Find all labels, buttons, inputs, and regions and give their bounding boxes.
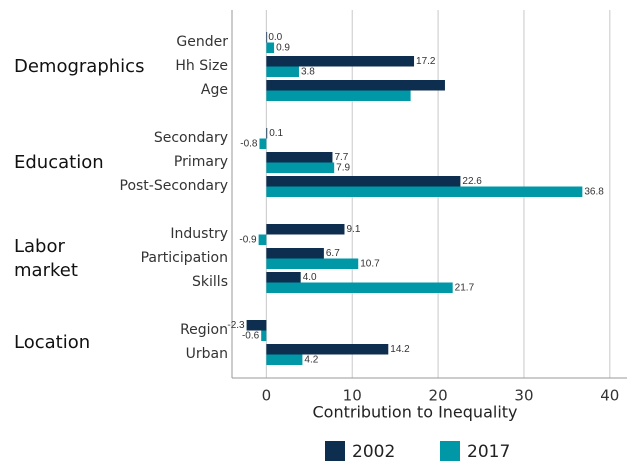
value-label: 17.2 <box>416 56 436 67</box>
value-label: 0.0 <box>268 32 282 43</box>
bar <box>266 80 445 91</box>
value-label: 0.9 <box>276 43 290 54</box>
bar <box>266 66 299 77</box>
category-label: Region <box>180 322 228 338</box>
x-tick-label: 40 <box>600 387 619 405</box>
category-label: Urban <box>186 346 228 362</box>
value-label: 9.1 <box>346 224 360 235</box>
group-label: Location <box>14 332 91 353</box>
bar <box>266 56 415 67</box>
legend-label: 2002 <box>352 442 395 462</box>
value-label: 7.9 <box>336 163 350 174</box>
group-label: Demographics <box>14 56 145 77</box>
bar <box>266 90 411 101</box>
value-label: -0.6 <box>242 331 260 342</box>
bar <box>258 234 267 245</box>
value-label: 14.2 <box>390 344 410 355</box>
bar <box>266 282 453 293</box>
bar <box>261 330 267 341</box>
category-label: Skills <box>192 274 228 290</box>
group-label: Labor market <box>14 236 78 281</box>
bar <box>266 248 324 259</box>
x-axis-label: Contribution to Inequality <box>312 403 517 422</box>
bar <box>266 32 268 43</box>
category-label: Age <box>201 82 228 98</box>
value-label: 22.6 <box>462 176 482 187</box>
category-label: Primary <box>174 154 228 170</box>
value-label: -2.3 <box>227 320 245 331</box>
bar <box>266 272 301 283</box>
bar <box>259 138 267 149</box>
legend-swatch <box>440 441 460 461</box>
bar <box>266 162 335 173</box>
category-label: Hh Size <box>175 58 228 74</box>
group-label: Education <box>14 152 104 173</box>
category-label: Industry <box>170 226 228 242</box>
x-tick-label: 20 <box>429 387 448 405</box>
bar <box>266 128 268 139</box>
x-tick-label: 0 <box>262 387 272 405</box>
value-label: -0.9 <box>239 235 257 246</box>
bar <box>266 344 389 355</box>
value-label: 4.0 <box>303 272 317 283</box>
value-label: 0.1 <box>269 128 283 139</box>
value-label: -0.8 <box>240 139 258 150</box>
value-label: 7.7 <box>334 152 348 163</box>
category-label: Participation <box>141 250 228 266</box>
category-label: Post-Secondary <box>120 178 229 194</box>
bar <box>266 186 583 197</box>
x-tick-label: 10 <box>343 387 362 405</box>
category-label: Secondary <box>154 130 228 146</box>
bar <box>246 320 267 331</box>
value-label: 10.7 <box>360 259 380 270</box>
value-label: 21.7 <box>455 283 475 294</box>
legend-label: 2017 <box>467 442 510 462</box>
legend-swatch <box>325 441 345 461</box>
bar <box>266 258 359 269</box>
bar <box>266 224 345 235</box>
bar <box>266 42 275 53</box>
value-label: 6.7 <box>326 248 340 259</box>
bar <box>266 176 461 187</box>
value-label: 4.2 <box>304 355 318 366</box>
x-tick-label: 30 <box>514 387 533 405</box>
category-label: Gender <box>176 34 228 50</box>
bar <box>266 152 333 163</box>
value-label: 3.8 <box>301 67 315 78</box>
bar <box>266 354 303 365</box>
value-label: 36.8 <box>584 187 604 198</box>
